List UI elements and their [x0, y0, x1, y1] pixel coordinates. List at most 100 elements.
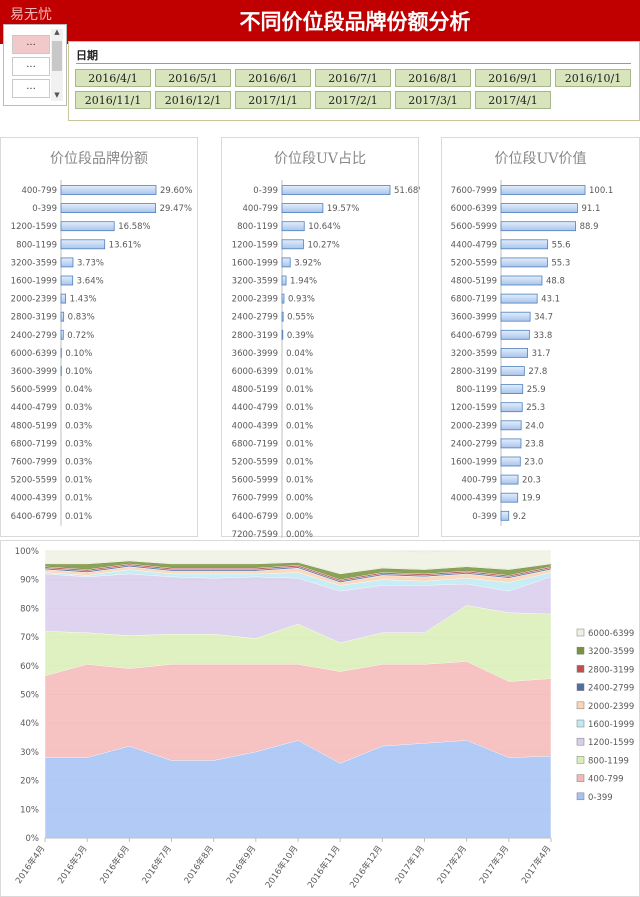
- legend-label: 800-1199: [588, 756, 629, 766]
- data-label: 23.0: [524, 458, 543, 468]
- bar: [60, 257, 74, 268]
- bar: [281, 275, 287, 286]
- data-label: 51.68%: [394, 186, 420, 196]
- bar: [281, 329, 284, 340]
- category-label: 3200-3599: [11, 258, 57, 268]
- category-label: 400-799: [242, 204, 278, 214]
- legend-swatch: [576, 756, 585, 764]
- bar: [60, 203, 156, 213]
- data-label: 55.3: [551, 258, 570, 268]
- category-label: 1200-1599: [11, 222, 57, 232]
- bar: [500, 438, 522, 449]
- y-tick-label: 70%: [20, 633, 39, 643]
- data-label: 23.8: [525, 439, 544, 449]
- data-label: 33.8: [533, 331, 552, 341]
- category-label: 2000-2399: [11, 295, 57, 305]
- legend-swatch: [576, 628, 585, 637]
- bar: [500, 329, 530, 340]
- selector-listbox[interactable]: ... ... ... ▲ ▼: [3, 24, 67, 106]
- x-tick-label: 2016年8月: [182, 843, 216, 885]
- date-button[interactable]: 2016/11/1: [75, 91, 151, 109]
- category-label: 4000-4399: [11, 494, 57, 504]
- date-button[interactable]: 2017/4/1: [475, 91, 551, 109]
- category-label: 400-799: [21, 186, 57, 196]
- legend-swatch: [576, 737, 585, 746]
- y-tick-label: 100%: [15, 547, 39, 557]
- date-button[interactable]: 2016/4/1: [75, 69, 151, 87]
- scroll-up-icon[interactable]: ▲: [54, 28, 60, 36]
- data-label: 0.55%: [287, 313, 314, 323]
- bar: [60, 329, 64, 340]
- category-label: 2800-3199: [232, 331, 278, 341]
- data-label: 0.01%: [286, 367, 313, 377]
- bar-chart-brand-share: 400-799 29.60% 0-399 29.47% 1200-1599 16.58% 8…: [11, 180, 192, 526]
- category-label: 7600-7999: [11, 458, 57, 468]
- bar: [281, 257, 291, 268]
- data-label: 29.60%: [160, 186, 192, 196]
- category-label: 2400-2799: [451, 439, 497, 449]
- date-button[interactable]: 2017/1/1: [235, 91, 311, 109]
- bar: [60, 239, 106, 250]
- scrollbar-thumb[interactable]: [52, 41, 62, 71]
- x-tick-label: 2016年9月: [224, 843, 258, 885]
- data-label: 55.6: [552, 240, 571, 250]
- bar: [500, 420, 522, 431]
- data-label: 100.1: [589, 186, 613, 196]
- data-label: 0.83%: [68, 313, 95, 323]
- data-label: 0.01%: [65, 494, 92, 504]
- date-button[interactable]: 2016/10/1: [555, 69, 631, 87]
- category-label: 5600-5999: [232, 476, 278, 486]
- date-button[interactable]: 2016/7/1: [315, 69, 391, 87]
- bar: [281, 239, 304, 250]
- data-label: 0.04%: [65, 385, 92, 395]
- scroll-down-icon[interactable]: ▼: [54, 91, 60, 99]
- area-series: [44, 740, 552, 839]
- x-tick-label: 2017年2月: [435, 843, 469, 885]
- category-label: 3600-3999: [232, 349, 278, 359]
- category-label: 6400-6799: [11, 512, 57, 522]
- category-label: 4000-4399: [232, 421, 278, 431]
- bar: [500, 474, 519, 485]
- data-label: 1.94%: [290, 277, 317, 287]
- date-button[interactable]: 2016/12/1: [155, 91, 231, 109]
- chart-title: 价位段品牌份额: [50, 151, 148, 167]
- bar: [281, 185, 391, 195]
- bar: [281, 293, 285, 304]
- legend-label: 0-399: [588, 793, 613, 803]
- date-button[interactable]: 2016/8/1: [395, 69, 471, 87]
- category-label: 1200-1599: [232, 240, 278, 250]
- data-label: 91.1: [581, 204, 600, 214]
- legend-swatch: [576, 792, 585, 801]
- data-label: 27.8: [528, 367, 547, 377]
- bar: [500, 185, 586, 195]
- date-button[interactable]: 2017/2/1: [315, 91, 391, 109]
- date-button[interactable]: 2016/6/1: [235, 69, 311, 87]
- y-tick-label: 80%: [20, 604, 39, 614]
- bar: [500, 384, 524, 395]
- bar: [500, 257, 548, 268]
- category-label: 3600-3999: [451, 313, 497, 323]
- category-label: 2800-3199: [11, 313, 57, 323]
- y-tick-label: 90%: [20, 576, 39, 586]
- selector-item[interactable]: ...: [12, 35, 50, 54]
- x-tick-label: 2016年7月: [140, 843, 174, 885]
- stacked-area-chart: 0% 10% 20% 30% 40% 50% 60% 70% 80% 90% 100% 2016年4月…: [13, 547, 634, 890]
- data-label: 0.72%: [67, 331, 94, 341]
- y-tick-label: 10%: [20, 805, 39, 815]
- category-label: 7600-7999: [232, 494, 278, 504]
- category-label: 0-399: [253, 186, 278, 196]
- data-label: 43.1: [541, 295, 560, 305]
- bar: [281, 221, 305, 232]
- selector-item[interactable]: ...: [12, 79, 50, 98]
- category-label: 5600-5999: [11, 385, 57, 395]
- date-button[interactable]: 2017/3/1: [395, 91, 471, 109]
- bar: [500, 492, 519, 503]
- chart-panel-uv-value: 价位段UV价值 7600-7999 100.1 6000-6399 91.1 5600-…: [441, 137, 640, 537]
- category-label: 4400-4799: [451, 240, 497, 250]
- date-button[interactable]: 2016/9/1: [475, 69, 551, 87]
- selector-item[interactable]: ...: [12, 57, 50, 76]
- y-tick-label: 60%: [20, 662, 39, 672]
- x-tick-label: 2017年3月: [477, 843, 511, 885]
- bar: [281, 203, 324, 213]
- date-button[interactable]: 2016/5/1: [155, 69, 231, 87]
